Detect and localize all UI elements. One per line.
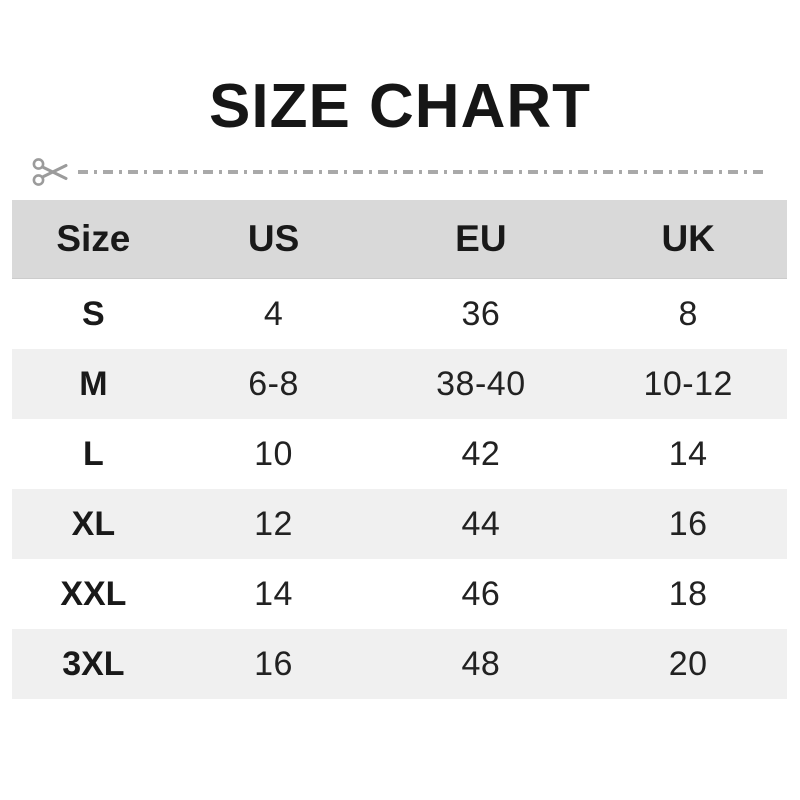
size-cell: M bbox=[79, 364, 108, 403]
us-cell: 14 bbox=[254, 574, 293, 613]
header-eu: EU bbox=[455, 218, 507, 259]
size-cell: 3XL bbox=[62, 644, 125, 683]
table-row: L 10 42 14 bbox=[12, 419, 787, 489]
header-uk: UK bbox=[661, 218, 715, 259]
header-size: Size bbox=[56, 218, 131, 259]
table-row: 3XL 16 48 20 bbox=[12, 629, 787, 699]
us-cell: 12 bbox=[254, 504, 293, 543]
us-cell: 16 bbox=[254, 644, 293, 683]
uk-cell: 18 bbox=[668, 574, 708, 613]
dashed-cut-line bbox=[78, 170, 768, 174]
uk-cell: 14 bbox=[668, 434, 708, 473]
us-cell: 10 bbox=[254, 434, 293, 473]
uk-cell: 20 bbox=[668, 644, 708, 683]
us-cell: 6-8 bbox=[248, 364, 299, 403]
header-us: US bbox=[247, 218, 300, 259]
uk-cell: 10-12 bbox=[643, 364, 733, 403]
uk-cell: 16 bbox=[668, 504, 708, 543]
cut-line bbox=[32, 154, 768, 190]
table-header-row: Size US EU UK bbox=[12, 200, 787, 279]
eu-cell: 44 bbox=[461, 504, 501, 543]
table-row: XL 12 44 16 bbox=[12, 489, 787, 559]
size-cell: XL bbox=[71, 504, 116, 543]
eu-cell: 42 bbox=[461, 434, 501, 473]
scissors-icon bbox=[32, 158, 68, 186]
eu-cell: 48 bbox=[461, 644, 501, 683]
size-cell: XXL bbox=[60, 574, 127, 613]
size-chart-table: Size US EU UK S 4 36 8 M 6-8 38-40 10-12… bbox=[12, 200, 787, 699]
table-row: XXL 14 46 18 bbox=[12, 559, 787, 629]
eu-cell: 38-40 bbox=[436, 364, 526, 403]
size-cell: L bbox=[82, 434, 104, 473]
eu-cell: 46 bbox=[461, 574, 501, 613]
table-row: S 4 36 8 bbox=[12, 279, 787, 349]
eu-cell: 36 bbox=[461, 294, 501, 333]
size-cell: S bbox=[82, 294, 105, 333]
page-title: SIZE CHART bbox=[209, 72, 591, 141]
table-row: M 6-8 38-40 10-12 bbox=[12, 349, 787, 419]
uk-cell: 8 bbox=[678, 294, 698, 333]
us-cell: 4 bbox=[263, 294, 284, 333]
